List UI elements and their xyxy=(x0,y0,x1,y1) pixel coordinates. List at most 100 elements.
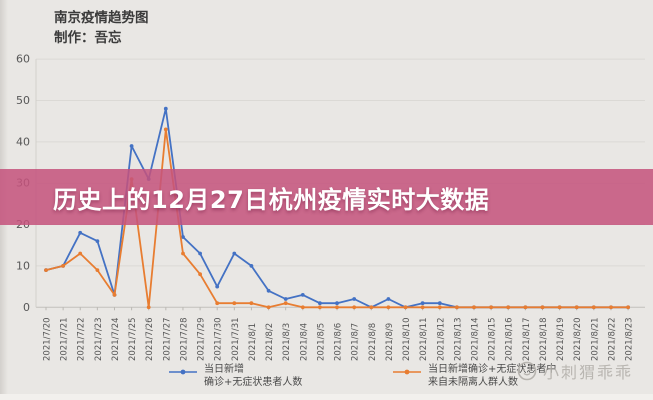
data-point xyxy=(163,106,168,111)
data-point xyxy=(249,264,254,268)
x-tick-label: 2021/7/24 xyxy=(111,317,121,361)
data-point xyxy=(574,305,579,310)
data-point xyxy=(626,305,630,310)
data-point xyxy=(112,293,117,297)
data-point xyxy=(557,305,562,310)
data-point xyxy=(300,293,305,297)
data-point xyxy=(540,305,545,310)
data-point xyxy=(78,251,83,256)
x-tick-label: 2021/8/18 xyxy=(539,317,549,361)
data-point xyxy=(215,301,220,306)
x-tick-label: 2021/8/8 xyxy=(368,323,378,361)
hedgehog-face-logo-icon xyxy=(517,361,537,381)
data-point xyxy=(283,297,288,301)
data-point xyxy=(181,235,185,239)
x-tick-label: 2021/7/27 xyxy=(162,317,172,361)
x-tick-label: 2021/8/9 xyxy=(385,323,395,361)
data-point xyxy=(232,301,237,306)
data-point xyxy=(318,301,322,306)
chart-title: 南京疫情趋势图 xyxy=(54,10,149,26)
x-tick-label: 2021/8/17 xyxy=(522,317,532,361)
data-point xyxy=(489,305,493,310)
data-point xyxy=(300,305,305,310)
legend-item-non-quarantine-cases: 当日新增确诊+无症状患者中 来自未隔离人群人数 xyxy=(392,363,556,389)
legend-label-line2: 确诊+无症状患者人数 xyxy=(204,377,303,388)
data-point xyxy=(523,305,528,310)
data-point xyxy=(266,305,271,310)
data-point xyxy=(455,305,459,310)
x-tick-label: 2021/7/21 xyxy=(60,317,70,361)
x-tick-label: 2021/7/25 xyxy=(128,317,138,361)
data-point xyxy=(437,305,442,310)
data-point xyxy=(335,305,339,310)
data-point xyxy=(420,305,425,310)
legend-label-line1: 当日新增确诊+无症状患者中 xyxy=(428,364,557,375)
data-point xyxy=(369,305,374,310)
data-point xyxy=(266,288,271,293)
legend-item-daily-new-cases: 当日新增 确诊+无症状患者人数 xyxy=(168,363,302,389)
data-point xyxy=(129,144,134,148)
y-tick-label: 10 xyxy=(16,259,30,272)
data-point xyxy=(198,272,203,277)
overlay-banner-text: 历史上的12月27日杭州疫情实时大数据 xyxy=(53,185,490,214)
x-tick-label: 2021/8/4 xyxy=(299,323,309,361)
data-point xyxy=(386,305,391,310)
x-tick-label: 2021/8/13 xyxy=(453,317,463,361)
legend-marker-orange-line-icon xyxy=(393,369,421,375)
data-point xyxy=(232,251,237,256)
watermark: 小刺猬乖乖 xyxy=(516,359,633,383)
data-point xyxy=(283,301,288,306)
data-point xyxy=(181,251,185,256)
chart-header: 南京疫情趋势图 制作：吾忘 xyxy=(54,8,149,48)
x-tick-label: 2021/8/16 xyxy=(505,317,515,361)
data-point xyxy=(198,251,203,256)
x-tick-label: 2021/8/15 xyxy=(488,317,498,361)
x-tick-label: 2021/8/1 xyxy=(248,323,258,361)
photo-edge-bottom xyxy=(0,394,653,400)
data-point xyxy=(44,268,48,272)
x-tick-label: 2021/7/31 xyxy=(231,317,241,361)
x-tick-label: 2021/8/7 xyxy=(351,323,361,361)
x-tick-label: 2021/8/3 xyxy=(282,323,292,361)
data-point xyxy=(437,301,442,306)
x-tick-label: 2021/7/28 xyxy=(179,317,189,361)
overlay-banner: 历史上的12月27日杭州疫情实时大数据 xyxy=(0,169,653,225)
data-point xyxy=(249,301,254,306)
x-tick-label: 2021/8/14 xyxy=(471,317,481,361)
data-point xyxy=(403,305,408,310)
y-tick-label: 60 xyxy=(16,53,30,66)
x-tick-label: 2021/7/29 xyxy=(197,317,207,361)
data-point xyxy=(95,268,100,272)
data-point xyxy=(352,297,357,301)
x-tick-label: 2021/8/2 xyxy=(265,323,275,361)
data-point xyxy=(318,305,322,310)
data-point xyxy=(472,305,476,310)
data-point xyxy=(591,305,596,310)
x-tick-label: 2021/7/30 xyxy=(214,317,224,361)
y-tick-label: 50 xyxy=(16,94,30,107)
data-point xyxy=(335,301,339,306)
x-tick-label: 2021/8/11 xyxy=(419,317,429,361)
x-tick-label: 2021/8/20 xyxy=(573,317,583,361)
data-point xyxy=(420,301,425,306)
x-tick-label: 2021/8/23 xyxy=(625,317,635,361)
data-point xyxy=(215,284,220,289)
chart-credit: 制作：吾忘 xyxy=(54,30,122,46)
x-tick-label: 2021/7/26 xyxy=(145,317,155,361)
data-point xyxy=(146,305,151,310)
watermark-text: 小刺猬乖乖 xyxy=(543,363,634,382)
x-tick-label: 2021/8/12 xyxy=(436,317,446,361)
data-point xyxy=(163,127,168,132)
data-point xyxy=(95,239,100,244)
y-tick-label: 40 xyxy=(16,135,30,148)
x-tick-label: 2021/7/23 xyxy=(94,317,104,361)
data-point xyxy=(609,305,613,310)
x-tick-label: 2021/7/22 xyxy=(77,317,87,361)
x-tick-label: 2021/8/10 xyxy=(402,317,412,361)
data-point xyxy=(386,297,391,301)
legend-label-line1: 当日新增 xyxy=(204,364,244,375)
data-point xyxy=(61,264,65,268)
data-point xyxy=(78,230,83,235)
x-tick-label: 2021/8/19 xyxy=(556,317,566,361)
